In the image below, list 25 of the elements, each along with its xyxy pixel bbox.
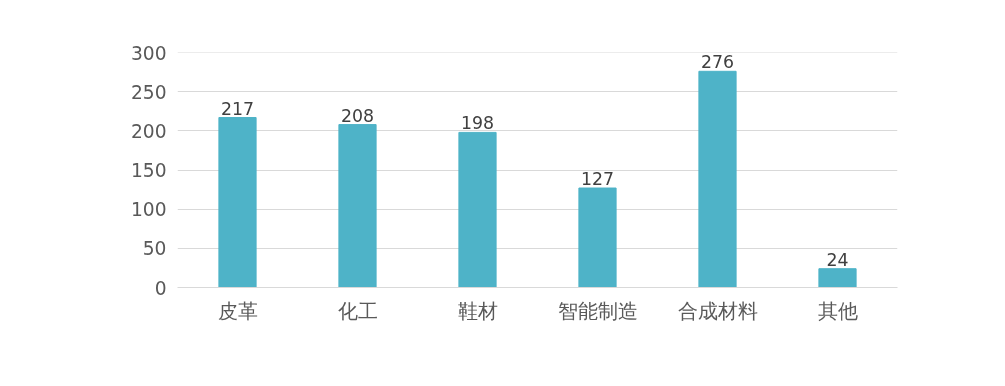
y-tick-label: 250 bbox=[130, 81, 167, 103]
bar bbox=[578, 187, 617, 288]
bar bbox=[818, 268, 857, 288]
x-tick-label: 皮革 bbox=[217, 298, 258, 323]
x-tick-label: 鞋材 bbox=[457, 298, 498, 323]
data-label: 276 bbox=[700, 52, 735, 73]
y-tick-label: 100 bbox=[130, 199, 167, 221]
bar bbox=[698, 70, 737, 288]
data-label: 198 bbox=[460, 113, 495, 134]
data-label: 127 bbox=[580, 169, 615, 190]
x-tick-label: 化工 bbox=[337, 298, 378, 323]
y-tick-label: 150 bbox=[130, 160, 167, 181]
y-tick-label: 0 bbox=[154, 277, 167, 299]
data-label: 24 bbox=[826, 249, 849, 270]
y-tick-label: 50 bbox=[142, 238, 167, 260]
data-label: 208 bbox=[340, 105, 375, 126]
bar bbox=[458, 131, 497, 288]
y-tick-label: 200 bbox=[130, 120, 167, 142]
bar bbox=[338, 124, 377, 288]
x-tick-label: 其他 bbox=[817, 298, 858, 323]
data-label: 217 bbox=[220, 98, 255, 119]
bar bbox=[218, 117, 257, 288]
x-tick-label: 合成材料 bbox=[677, 298, 758, 323]
y-tick-label: 300 bbox=[130, 42, 167, 64]
x-tick-label: 智能制造 bbox=[557, 298, 638, 323]
